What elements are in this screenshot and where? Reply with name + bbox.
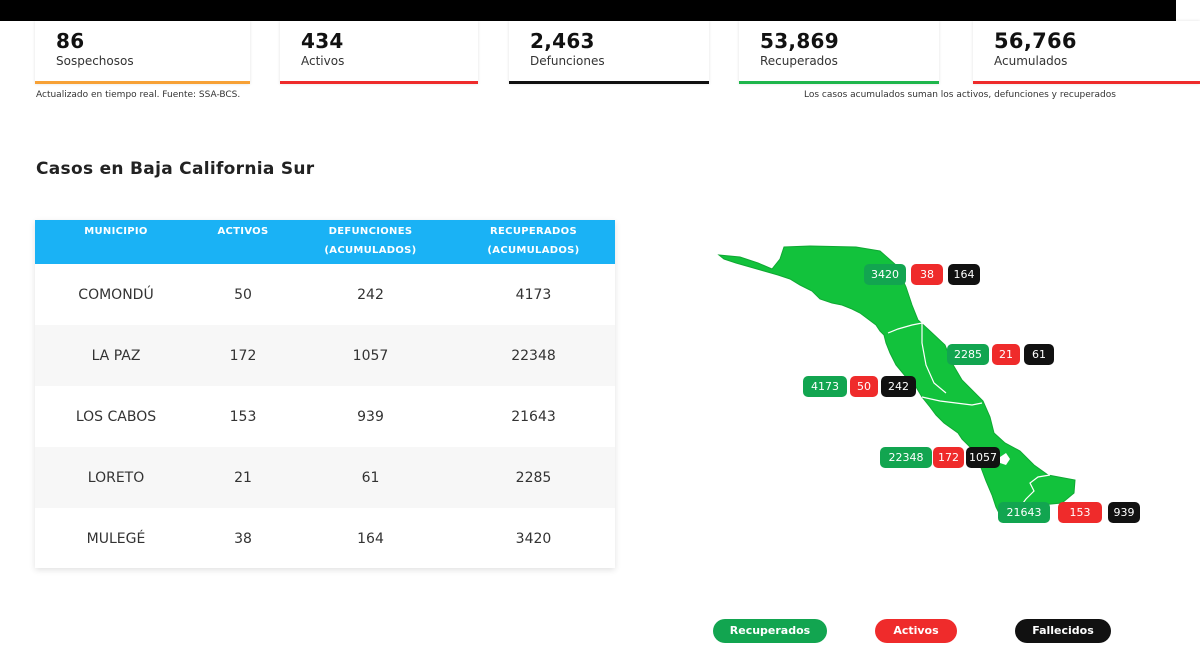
legend-fallecidos: Fallecidos [1015, 619, 1111, 643]
cell-activos: 50 [234, 286, 252, 303]
cell-municipio: LA PAZ [91, 347, 141, 364]
cell-activos: 21 [234, 469, 252, 486]
cell-recuperados: 3420 [515, 530, 552, 547]
sea-island [1000, 453, 1010, 465]
table-row: MULEGÉ 38 164 3420 [35, 508, 615, 569]
map-activos-mulege: 38 [911, 264, 943, 285]
map-fallecidos-loreto: 61 [1024, 344, 1054, 365]
stat-card-defunciones: 2,463 Defunciones [509, 21, 709, 84]
cell-defunciones: 242 [357, 286, 384, 303]
map-activos-loreto: 21 [992, 344, 1020, 365]
stat-card-recuperados: 53,869 Recuperados [739, 21, 939, 84]
stat-label: Sospechosos [56, 54, 134, 68]
stat-label: Activos [301, 54, 345, 68]
stat-value: 434 [301, 29, 344, 53]
border-lapaz-loscabos [1019, 474, 1051, 508]
table-row: LA PAZ 172 1057 22348 [35, 325, 615, 386]
stat-label: Acumulados [994, 54, 1068, 68]
accumulated-note: Los casos acumulados suman los activos, … [804, 90, 1116, 100]
cell-municipio: LORETO [87, 469, 145, 486]
stat-card-sospechosos: 86 Sospechosos [35, 21, 250, 84]
cases-table: MUNICIPIO ACTIVOS DEFUNCIONES (ACUMULADO… [35, 220, 615, 568]
map-recuperados-loreto: 2285 [947, 344, 989, 365]
table-row: LORETO 21 61 2285 [35, 447, 615, 508]
cell-municipio: MULEGÉ [86, 530, 146, 547]
border-comondu-lapaz [921, 396, 983, 406]
map-fallecidos-la-paz: 1057 [966, 447, 1000, 468]
table-body: COMONDÚ 50 242 4173 LA PAZ 172 1057 2234… [35, 264, 615, 569]
map-fallecidos-mulege: 164 [948, 264, 980, 285]
cell-municipio: COMONDÚ [78, 286, 154, 303]
cell-municipio: LOS CABOS [75, 408, 157, 425]
legend-recuperados: Recuperados [713, 619, 827, 643]
table-row: COMONDÚ 50 242 4173 [35, 264, 615, 325]
cell-recuperados: 21643 [511, 408, 556, 425]
map-recuperados-comondu: 4173 [803, 376, 847, 397]
column-header-recuperados: RECUPERADOS (ACUMULADOS) [487, 226, 580, 256]
column-header-activos: ACTIVOS [217, 226, 269, 237]
stat-card-acumulados: 56,766 Acumulados [973, 21, 1200, 84]
cell-defunciones: 61 [361, 469, 380, 486]
cell-defunciones: 164 [357, 530, 384, 547]
map-activos-los-cabos: 153 [1058, 502, 1102, 523]
stat-card-activos: 434 Activos [280, 21, 478, 84]
column-header-municipio: MUNICIPIO [84, 226, 148, 237]
map-fallecidos-comondu: 242 [881, 376, 916, 397]
cell-recuperados: 4173 [515, 286, 552, 303]
map-recuperados-la-paz: 22348 [880, 447, 932, 468]
cell-activos: 172 [229, 347, 257, 364]
stat-value: 2,463 [530, 29, 595, 53]
stat-label: Defunciones [530, 54, 605, 68]
section-title: Casos en Baja California Sur [36, 159, 315, 179]
municipality-borders [887, 322, 1051, 508]
map-activos-comondu: 50 [850, 376, 878, 397]
legend-activos: Activos [875, 619, 957, 643]
cell-activos: 153 [229, 408, 257, 425]
cell-recuperados: 2285 [515, 469, 552, 486]
border-mulege-comondu [887, 322, 933, 334]
cell-recuperados: 22348 [511, 347, 556, 364]
map-recuperados-mulege: 3420 [864, 264, 906, 285]
map-fallecidos-los-cabos: 939 [1108, 502, 1140, 523]
stat-value: 86 [56, 29, 85, 53]
cell-defunciones: 1057 [352, 347, 389, 364]
cell-activos: 38 [234, 530, 252, 547]
table-row: LOS CABOS 153 939 21643 [35, 386, 615, 447]
stat-label: Recuperados [760, 54, 838, 68]
map-activos-la-paz: 172 [933, 447, 964, 468]
cell-defunciones: 939 [357, 408, 384, 425]
table-header: MUNICIPIO ACTIVOS DEFUNCIONES (ACUMULADO… [35, 220, 615, 264]
map-recuperados-los-cabos: 21643 [998, 502, 1050, 523]
top-bar [0, 0, 1176, 21]
source-note: Actualizado en tiempo real. Fuente: SSA-… [36, 90, 241, 100]
column-header-defunciones: DEFUNCIONES (ACUMULADOS) [324, 226, 417, 256]
stat-value: 56,766 [994, 29, 1077, 53]
border-loreto-west [921, 323, 947, 394]
stat-value: 53,869 [760, 29, 839, 53]
